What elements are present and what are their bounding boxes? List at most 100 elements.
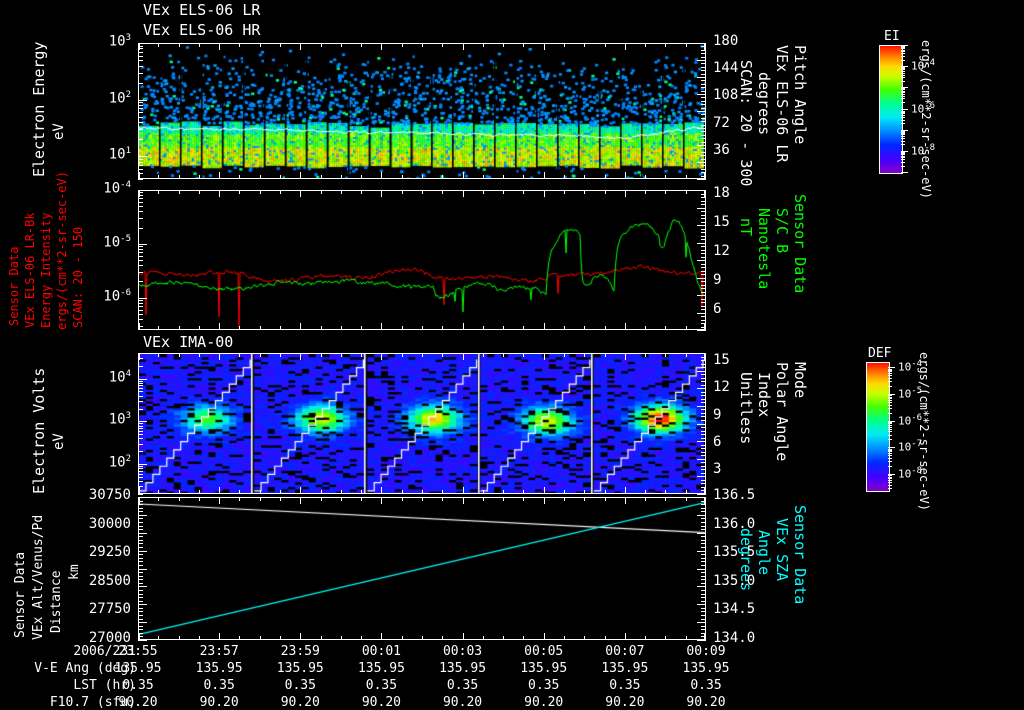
tick-mark <box>701 486 706 488</box>
tick-mark <box>138 511 143 513</box>
tick-mark <box>138 265 143 267</box>
tick-mark <box>701 291 706 293</box>
tick-mark <box>701 465 706 467</box>
tick-mark <box>888 475 892 477</box>
tick-mark <box>138 493 143 495</box>
tick-mark <box>685 497 687 501</box>
tick-mark <box>138 529 143 531</box>
tick-mark <box>219 633 221 640</box>
tick-mark <box>138 504 143 506</box>
tick-mark <box>701 158 706 160</box>
tick-mark <box>198 175 200 179</box>
tick-mark <box>523 497 525 501</box>
tick-mark <box>198 497 200 501</box>
tick-mark <box>219 497 221 504</box>
tick-mark <box>701 138 706 140</box>
tick-mark <box>503 175 505 179</box>
tick-mark <box>704 633 705 640</box>
tick-mark <box>901 45 905 47</box>
panel-electron-energy-spectrogram <box>138 43 706 179</box>
tick-mark <box>138 365 143 367</box>
tick-mark <box>138 313 143 315</box>
tick-mark <box>503 190 505 194</box>
tick-mark <box>697 207 706 209</box>
tick-mark <box>901 69 905 71</box>
tick-mark <box>300 43 302 50</box>
tick-mark <box>697 514 706 516</box>
tick-mark <box>888 428 892 430</box>
tick-mark <box>138 60 143 62</box>
tick-mark <box>701 572 706 574</box>
tick-mark <box>543 633 545 640</box>
tick-mark <box>888 426 892 428</box>
tick-mark <box>665 43 667 47</box>
tick-mark <box>138 607 143 609</box>
tick-mark <box>697 128 706 129</box>
tick-mark <box>888 395 892 397</box>
tick-mark <box>523 175 525 179</box>
tick-mark <box>361 353 363 357</box>
tick-mark <box>901 70 905 72</box>
tick-mark <box>901 92 905 94</box>
tick-mark <box>239 175 241 179</box>
tick-mark <box>697 43 706 44</box>
tick-mark <box>280 190 281 194</box>
tick-mark <box>701 518 706 520</box>
footer-value-cell: 90.20 <box>686 695 726 710</box>
tick-mark <box>239 190 241 194</box>
tick-mark <box>701 97 706 99</box>
tick-mark <box>901 68 905 70</box>
tick-mark <box>381 172 383 179</box>
tick-mark <box>701 121 706 123</box>
axis-tick-label: 102 <box>108 89 131 107</box>
tick-mark <box>665 636 667 640</box>
tick-mark <box>888 453 892 455</box>
tick-mark <box>701 412 706 414</box>
axis-tick-label: 104 <box>108 368 131 386</box>
tick-mark <box>503 636 505 640</box>
tick-mark <box>584 497 586 501</box>
tick-mark <box>340 326 342 330</box>
tick-mark <box>624 353 626 360</box>
tick-mark <box>901 136 905 138</box>
tick-mark <box>701 235 706 237</box>
tick-mark <box>138 156 147 158</box>
tick-mark <box>701 507 706 509</box>
tick-mark <box>138 297 147 299</box>
tick-mark <box>361 190 363 194</box>
tick-mark <box>138 466 143 468</box>
tick-mark <box>697 388 706 390</box>
footer-value-cell: 0.35 <box>203 678 235 693</box>
tick-mark <box>701 56 706 58</box>
tick-mark <box>178 190 180 194</box>
tick-mark <box>697 77 706 78</box>
footer-value-cell: 0.35 <box>284 678 316 693</box>
tick-mark <box>422 490 423 494</box>
axis-tick-label: 15 <box>713 213 730 230</box>
tick-mark <box>138 206 143 208</box>
tick-mark <box>198 43 200 47</box>
tick-mark <box>701 175 706 177</box>
tick-mark <box>138 227 143 229</box>
tick-mark <box>701 564 706 566</box>
footer-row-label: F10.7 (sfu) <box>49 695 136 710</box>
tick-mark <box>503 497 505 501</box>
colorbar-def-canvas <box>867 363 889 491</box>
tick-mark <box>138 72 143 74</box>
tick-mark <box>888 484 892 486</box>
tick-mark <box>178 353 180 357</box>
tick-mark <box>138 218 143 220</box>
tick-mark <box>697 497 706 498</box>
colorbar-ei-tick-label: 10-8 <box>911 142 936 158</box>
tick-mark <box>138 192 143 194</box>
tick-mark <box>340 43 342 47</box>
tick-mark <box>138 507 143 509</box>
colorbar-def <box>866 362 890 492</box>
tick-mark <box>158 490 160 494</box>
tick-mark <box>300 353 302 360</box>
tick-mark <box>701 374 706 376</box>
tick-mark <box>701 70 706 72</box>
tick-mark <box>320 326 322 330</box>
tick-mark <box>701 319 706 321</box>
tick-mark <box>704 353 705 360</box>
